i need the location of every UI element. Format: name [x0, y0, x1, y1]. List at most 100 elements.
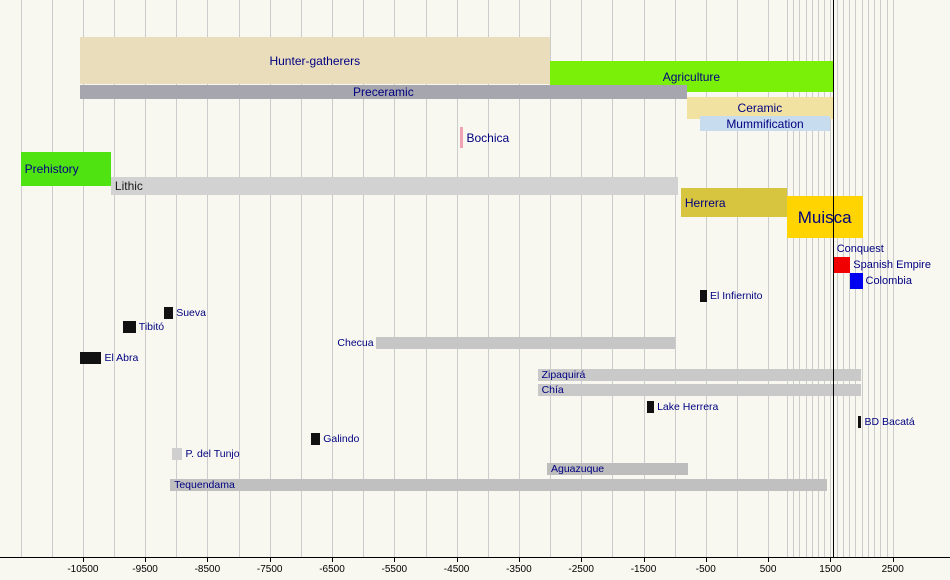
galindo-label: Galindo	[323, 432, 360, 445]
prehistory-label: Prehistory	[24, 162, 79, 176]
galindo-bar	[310, 433, 321, 445]
gridline	[269, 0, 271, 557]
mummification-bar	[699, 116, 831, 131]
x-axis-tick	[830, 558, 832, 562]
sueva-bar	[163, 307, 174, 319]
gridline	[487, 0, 489, 557]
agriculture-label: Agriculture	[662, 69, 721, 84]
bochica-label: Bochica	[466, 130, 510, 145]
x-axis-tick-label: 2500	[881, 564, 904, 575]
conquest-line	[832, 0, 834, 557]
colombia-bar	[850, 273, 863, 289]
chia-bar	[537, 384, 862, 396]
x-axis-tick-label: 500	[759, 564, 777, 575]
hunter-gatherers-bar	[79, 37, 550, 84]
zipaquira-label: Zipaquirá	[541, 368, 586, 381]
gridline	[836, 0, 838, 557]
tibito-bar	[123, 321, 136, 333]
gridline	[811, 0, 813, 557]
x-axis-tick	[456, 558, 458, 562]
x-axis-tick-label: -4500	[443, 564, 470, 575]
gridline	[737, 0, 738, 557]
x-axis-tick-label: -5500	[381, 564, 408, 575]
gridline	[805, 0, 807, 557]
p-del-tunjo-bar	[171, 448, 183, 460]
gridline	[824, 0, 826, 557]
gridline	[82, 0, 84, 557]
checua-label: Checua	[337, 336, 374, 349]
hunter-gatherers-label: Hunter-gatherers	[269, 53, 361, 68]
x-axis-tick	[332, 558, 333, 562]
gridline	[114, 0, 115, 557]
x-axis-tick	[643, 558, 645, 562]
aguazuque-bar	[547, 463, 689, 475]
lithic-label: Lithic	[114, 179, 143, 193]
gridline	[674, 0, 676, 557]
tibito-label: Tibitó	[138, 320, 165, 333]
tequendama-label: Tequendama	[174, 478, 235, 491]
gridline	[817, 0, 819, 557]
gridline	[363, 0, 365, 557]
colombia-label: Colombia	[865, 274, 912, 287]
x-axis-tick-label: -3500	[506, 564, 532, 575]
checua-bar	[375, 337, 675, 349]
gridline	[238, 0, 240, 557]
x-axis-tick-label: -7500	[256, 564, 283, 575]
x-axis-tick-label: -9500	[132, 564, 158, 575]
gridline	[20, 0, 22, 557]
chia-label: Chía	[541, 383, 564, 396]
herrera-label: Herrera	[684, 195, 726, 210]
spanish-empire-label: Spanish Empire	[853, 258, 931, 271]
prehistory-bar	[20, 152, 111, 186]
gridline	[849, 0, 851, 557]
x-axis-tick-label: -6500	[319, 564, 345, 575]
gridline	[145, 0, 147, 557]
gridline	[842, 0, 844, 557]
gridline	[51, 0, 53, 557]
x-axis-tick	[581, 558, 583, 562]
lake-herrera-bar	[646, 401, 655, 413]
x-axis-tick	[269, 558, 271, 562]
gridline	[425, 0, 427, 557]
preceramic-label: Preceramic	[353, 85, 414, 99]
bd-bacata-bar	[858, 416, 862, 428]
gridline	[581, 0, 583, 557]
gridline	[332, 0, 333, 557]
x-axis-tick	[82, 558, 84, 562]
gridline	[880, 0, 882, 557]
gridline	[793, 0, 794, 557]
gridline	[768, 0, 770, 557]
ceramic-label: Ceramic	[737, 101, 783, 115]
x-axis-tick	[207, 558, 209, 562]
gridline	[612, 0, 614, 557]
spanish-empire-bar	[832, 257, 851, 273]
gridline	[394, 0, 396, 557]
gridline	[207, 0, 209, 557]
sueva-label: Sueva	[176, 306, 206, 319]
gridline	[867, 0, 869, 557]
herrera-bar	[680, 188, 787, 217]
x-axis-tick-label: -2500	[568, 564, 594, 575]
x-axis-tick	[705, 558, 707, 562]
el-infiernito-bar	[699, 290, 708, 302]
x-axis-tick	[892, 558, 894, 562]
gridline	[705, 0, 707, 557]
ceramic-bar	[687, 97, 833, 119]
x-axis-tick-label: -1500	[630, 564, 657, 575]
bd-bacata-label: BD Bacatá	[864, 415, 915, 428]
bochica-bar	[459, 127, 464, 148]
gridline	[550, 0, 552, 557]
x-axis-tick-label: -10500	[67, 564, 99, 575]
gridline	[799, 0, 801, 557]
zipaquira-bar	[537, 369, 862, 381]
lithic-bar	[110, 177, 678, 195]
x-axis-tick	[145, 558, 147, 562]
x-axis-tick	[394, 558, 396, 562]
x-axis-tick-label: 1500	[819, 564, 842, 575]
gridline	[518, 0, 520, 557]
x-axis-tick	[768, 558, 770, 562]
gridline	[892, 0, 894, 557]
gridline	[886, 0, 888, 557]
lake-herrera-label: Lake Herrera	[657, 400, 719, 413]
